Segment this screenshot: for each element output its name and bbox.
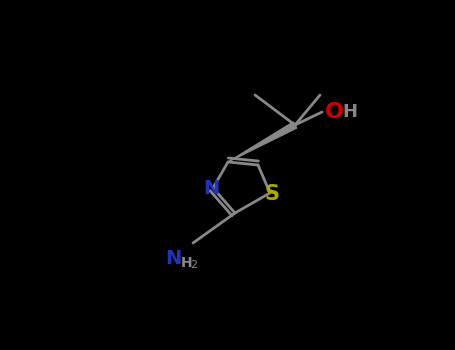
Text: S: S	[264, 184, 279, 204]
Text: H: H	[343, 103, 358, 121]
Text: N: N	[203, 178, 219, 197]
Polygon shape	[228, 122, 297, 162]
Text: N: N	[165, 248, 181, 267]
Text: H: H	[181, 256, 193, 270]
Text: O: O	[324, 102, 344, 122]
Text: 2: 2	[191, 260, 197, 270]
